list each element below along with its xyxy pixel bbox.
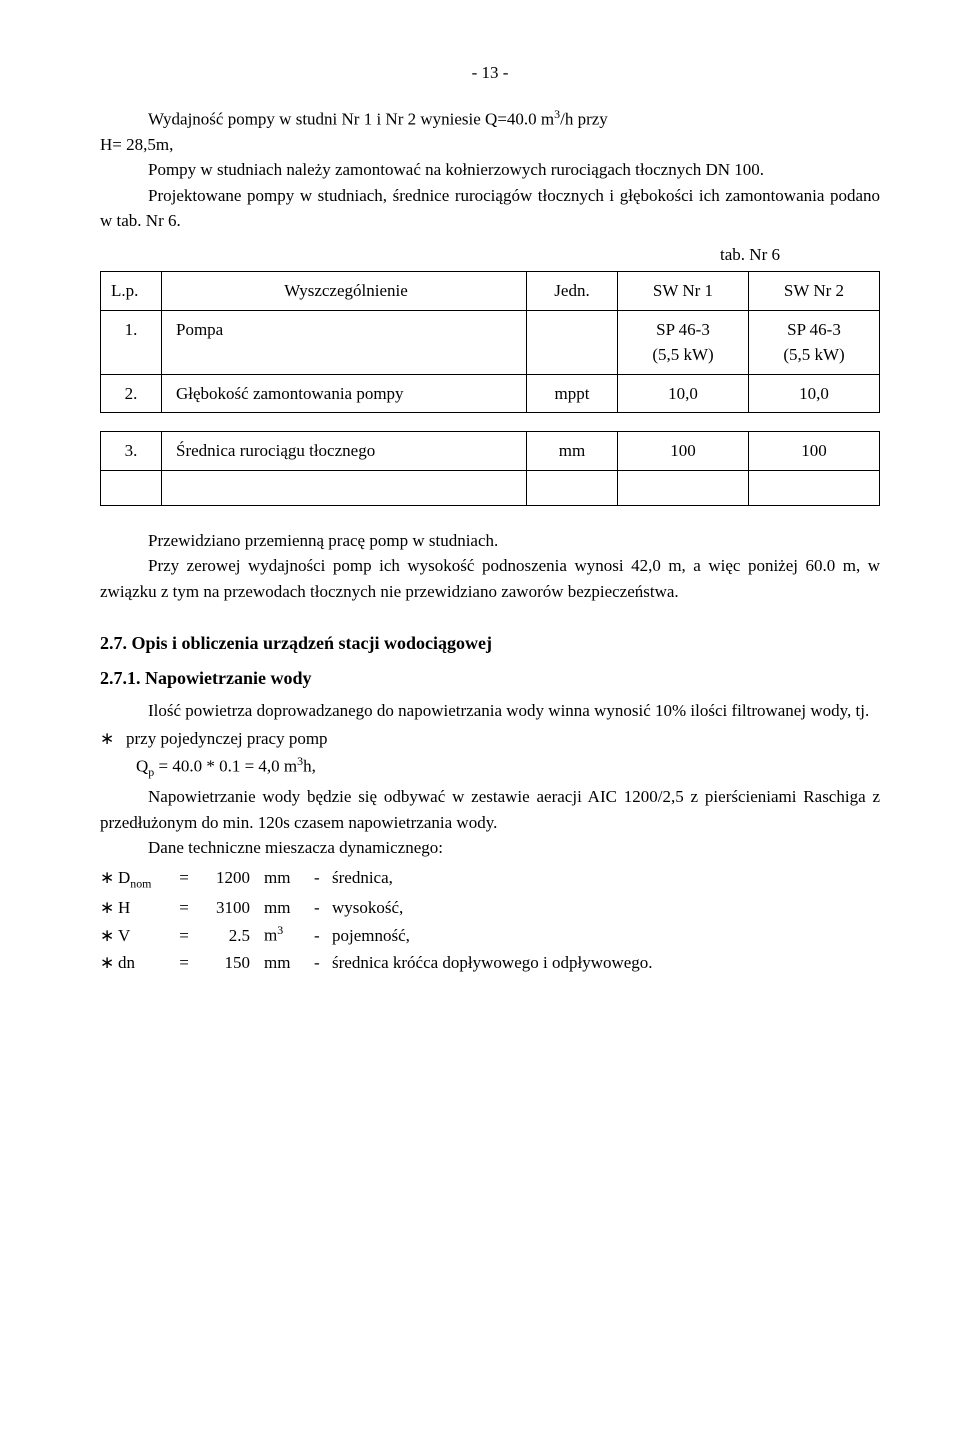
heading-2-7: 2.7. Opis i obliczenia urządzeń stacji w… <box>100 630 880 657</box>
tech-unit: mm <box>264 950 314 976</box>
tech-eq: = <box>174 923 194 949</box>
intro-paragraph-1: Wydajność pompy w studni Nr 1 i Nr 2 wyn… <box>100 106 880 132</box>
list-item: ∗ przy pojedynczej pracy pomp <box>100 726 880 752</box>
tech-value: 3100 <box>194 895 264 921</box>
cell <box>162 470 527 505</box>
tech-spec-list: ∗ Dnom = 1200 mm - średnica, ∗ H = 3100 … <box>100 865 880 976</box>
cell <box>618 470 749 505</box>
intro-paragraph-3: Pompy w studniach należy zamontować na k… <box>100 157 880 183</box>
table-row: 2. Głębokość zamontowania pompy mppt 10,… <box>101 374 880 413</box>
cell <box>101 470 162 505</box>
mid-paragraph-1: Przewidziano przemienną pracę pomp w stu… <box>100 528 880 554</box>
tech-label: H <box>118 895 174 921</box>
tech-dash: - <box>314 950 332 976</box>
tech-label: V <box>118 923 174 949</box>
text: (5,5 kW) <box>652 345 713 364</box>
intro-paragraph-4: Projektowane pompy w studniach, średnice… <box>100 183 880 234</box>
table-row: 1. Pompa SP 46-3 (5,5 kW) SP 46-3 (5,5 k… <box>101 310 880 374</box>
tech-dash: - <box>314 865 332 891</box>
bullet-icon: ∗ <box>100 895 118 921</box>
tech-desc: średnica, <box>332 865 880 891</box>
tech-desc: wysokość, <box>332 895 880 921</box>
nap-paragraph-3: Dane techniczne mieszacza dynamicznego: <box>100 835 880 861</box>
tech-eq: = <box>174 895 194 921</box>
text: SP 46-3 <box>787 320 841 339</box>
tech-dash: - <box>314 895 332 921</box>
cell <box>527 470 618 505</box>
text: h, <box>303 757 316 776</box>
th-unit: Jedn. <box>527 272 618 311</box>
list-item: ∗ H = 3100 mm - wysokość, <box>100 895 880 921</box>
tech-value: 1200 <box>194 865 264 891</box>
bullet-icon: ∗ <box>100 923 118 949</box>
tech-unit: mm <box>264 895 314 921</box>
text: Q <box>136 757 148 776</box>
tech-eq: = <box>174 950 194 976</box>
cell-unit <box>527 310 618 374</box>
cell-sw1: 10,0 <box>618 374 749 413</box>
tech-value: 150 <box>194 950 264 976</box>
table-empty-row <box>101 470 880 505</box>
table-6-caption: tab. Nr 6 <box>100 242 880 268</box>
text: SP 46-3 <box>656 320 710 339</box>
tech-eq: = <box>174 865 194 891</box>
cell-sw1: 100 <box>618 432 749 471</box>
text: = 40.0 * 0.1 = 4,0 m <box>154 757 297 776</box>
tech-unit: m3 <box>264 922 314 948</box>
page-number: - 13 - <box>100 60 880 86</box>
cell-desc: Średnica rurociągu tłocznego <box>162 432 527 471</box>
tech-desc: pojemność, <box>332 923 880 949</box>
mid-paragraph-2: Przy zerowej wydajności pomp ich wysokoś… <box>100 553 880 604</box>
list-item: ∗ Dnom = 1200 mm - średnica, <box>100 865 880 893</box>
table-header-row: L.p. Wyszczególnienie Jedn. SW Nr 1 SW N… <box>101 272 880 311</box>
tech-dash: - <box>314 923 332 949</box>
cell-lp: 1. <box>101 310 162 374</box>
bullet-icon: ∗ <box>100 726 114 752</box>
list-text: przy pojedynczej pracy pomp <box>126 726 328 752</box>
list-item: ∗ V = 2.5 m3 - pojemność, <box>100 922 880 948</box>
text: (5,5 kW) <box>783 345 844 364</box>
tech-desc: średnica króćca dopływowego i odpływoweg… <box>332 950 880 976</box>
text: Wydajność pompy w studni Nr 1 i Nr 2 wyn… <box>148 109 554 128</box>
tech-label: Dnom <box>118 865 174 893</box>
th-sw1: SW Nr 1 <box>618 272 749 311</box>
cell-lp: 3. <box>101 432 162 471</box>
bullet-icon: ∗ <box>100 950 118 976</box>
nap-paragraph-1: Ilość powietrza doprowadzanego do napowi… <box>100 698 880 724</box>
cell <box>749 470 880 505</box>
table-row: 3. Średnica rurociągu tłocznego mm 100 1… <box>101 432 880 471</box>
bullet-icon: ∗ <box>100 865 118 891</box>
tech-value: 2.5 <box>194 923 264 949</box>
table-6-part1: L.p. Wyszczególnienie Jedn. SW Nr 1 SW N… <box>100 271 880 413</box>
th-sw2: SW Nr 2 <box>749 272 880 311</box>
table-6-part2: 3. Średnica rurociągu tłocznego mm 100 1… <box>100 431 880 506</box>
cell-desc: Pompa <box>162 310 527 374</box>
cell-sw2: 100 <box>749 432 880 471</box>
cell-sw2: SP 46-3 (5,5 kW) <box>749 310 880 374</box>
th-desc: Wyszczególnienie <box>162 272 527 311</box>
list-item: ∗ dn = 150 mm - średnica króćca dopływow… <box>100 950 880 976</box>
text: /h przy <box>560 109 608 128</box>
formula-qp: Qp = 40.0 * 0.1 = 4,0 m3h, <box>136 753 880 782</box>
bullet-list: ∗ przy pojedynczej pracy pomp <box>100 726 880 752</box>
cell-lp: 2. <box>101 374 162 413</box>
cell-sw2: 10,0 <box>749 374 880 413</box>
tech-label: dn <box>118 950 174 976</box>
cell-sw1: SP 46-3 (5,5 kW) <box>618 310 749 374</box>
cell-unit: mppt <box>527 374 618 413</box>
cell-desc: Głębokość zamontowania pompy <box>162 374 527 413</box>
tech-unit: mm <box>264 865 314 891</box>
th-lp: L.p. <box>101 272 162 311</box>
nap-paragraph-2: Napowietrzanie wody będzie się odbywać w… <box>100 784 880 835</box>
cell-unit: mm <box>527 432 618 471</box>
heading-2-7-1: 2.7.1. Napowietrzanie wody <box>100 665 880 692</box>
intro-paragraph-2: H= 28,5m, <box>100 132 880 158</box>
